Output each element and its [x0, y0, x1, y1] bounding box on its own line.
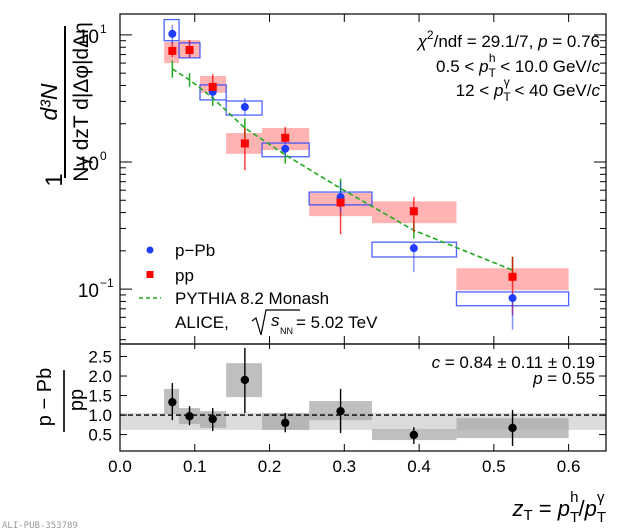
pp-point [185, 46, 194, 55]
xtick-label: 0.3 [332, 457, 356, 476]
legend-sqrt-s: s [271, 311, 280, 330]
ppb-point [240, 102, 249, 111]
ratio-ytick-label: 2.5 [88, 347, 112, 366]
ylabel-one: 1 [41, 173, 68, 186]
ratio-point [336, 406, 345, 416]
ratio-point [409, 430, 419, 440]
ppb-point [281, 144, 290, 153]
ratio-point [281, 418, 290, 428]
ppb-point [508, 294, 517, 303]
ratio-ytick-label: 1.0 [88, 406, 112, 425]
top-ytick-exponent: 0 [100, 149, 107, 163]
ratio-point [208, 414, 217, 424]
ppb-point [409, 244, 418, 253]
legend-label-pp: pp [175, 266, 194, 285]
pp-point [240, 139, 249, 148]
xtick-label: 0.6 [557, 457, 581, 476]
top-ytick-exponent: −1 [100, 276, 114, 290]
watermark: ALI-PUB-353789 [2, 521, 78, 531]
xtick-label: 0.2 [258, 457, 282, 476]
xtick-label: 0.1 [183, 457, 207, 476]
tick-labels: 0.0 0.1 0.2 0.3 0.4 0.5 0.60.51.01.52.02.510 11… [78, 22, 581, 476]
legend-sqrt-sub: NN [280, 326, 293, 336]
fit-pvalue-text: p = 0.55 [532, 369, 595, 388]
xtick-label: 0.5 [482, 457, 506, 476]
chi2-text: χ2/ndf = 29.1/7, p = 0.76 [416, 28, 600, 51]
ratio-point [508, 423, 517, 433]
ylabel-denominator: Nγ dzT d|Δφ|dΔη [70, 22, 93, 182]
data-markers [168, 29, 517, 303]
ratio-ytick-label: 2.0 [88, 367, 112, 386]
legend-label-pythia: PYTHIA 8.2 Monash [175, 289, 329, 308]
xtick-label: 0.4 [407, 457, 431, 476]
sqrt-icon [251, 309, 300, 336]
ratio-ylabel: p − Pb pp [34, 368, 88, 432]
pp-point [508, 272, 517, 281]
ratio-ylabel-numerator: p − Pb [34, 368, 56, 426]
top-ytick-label: 10 [78, 281, 99, 302]
ylabel-numerator: d³N [36, 83, 62, 120]
pp-point [208, 82, 217, 91]
pythia-line [171, 68, 513, 271]
legend: p−Pb pp PYTHIA 8.2 Monash ALICE, s NN = … [139, 241, 378, 336]
legend-marker-pp [146, 271, 154, 278]
ppb-point [168, 29, 177, 38]
xlabel: zT = pTh/pTγ [511, 489, 606, 526]
axes [119, 13, 607, 452]
ratio-point [168, 397, 177, 407]
photon-pt-range: 12 < pTγ < 40 GeV/c [456, 75, 601, 104]
legend-label-ppb: p−Pb [175, 241, 215, 260]
legend-collab: ALICE, [175, 313, 229, 332]
pp-point [168, 46, 177, 55]
pp-point [336, 198, 345, 207]
ratio-ytick-label: 0.5 [88, 426, 112, 445]
ratio-ytick-label: 1.5 [88, 387, 112, 406]
top-ytick-label: 10 [78, 154, 99, 175]
xtick-label: 0.0 [108, 457, 132, 476]
fit-constant-text: c = 0.84 ± 0.11 ± 0.19 [432, 353, 595, 372]
hadron-pt-range: 0.5 < pTh < 10.0 GeV/c [436, 51, 600, 80]
top-ytick-exponent: 1 [100, 22, 107, 36]
top-ylabel: 1 d³N Nγ dzT d|Δφ|dΔη [36, 22, 93, 186]
pp-point [281, 133, 290, 142]
fit-annotation-top: χ2/ndf = 29.1/7, p = 0.76 0.5 < pTh < 10… [416, 28, 601, 104]
ppb-sys-boxes [163, 18, 570, 307]
pp-point [409, 207, 418, 216]
ratio-frame [119, 343, 607, 452]
top-ytick-label: 10 [78, 27, 99, 48]
legend-marker-ppb [146, 246, 154, 254]
ratio-points [168, 347, 517, 446]
ratio-point [240, 375, 250, 385]
ratio-ylabel-denominator: pp [66, 389, 88, 411]
fit-annotation-ratio: c = 0.84 ± 0.11 ± 0.19 p = 0.55 [432, 353, 595, 388]
ratio-point [185, 412, 194, 421]
legend-energy: = 5.02 TeV [296, 313, 378, 332]
